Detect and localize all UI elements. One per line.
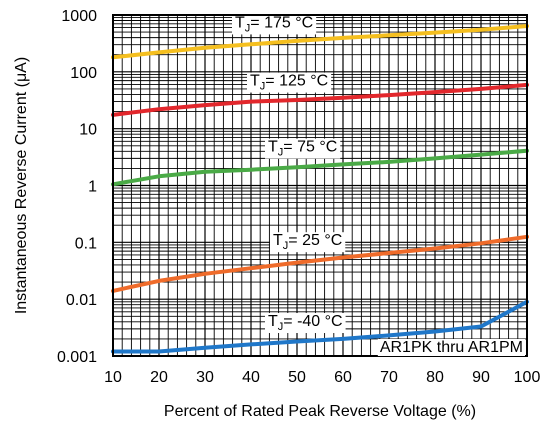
x-tick-label: 50 bbox=[288, 369, 306, 386]
series-label: TJ= 25 °C bbox=[270, 232, 346, 253]
y-tick-label: 10 bbox=[79, 122, 97, 139]
x-tick-label: 80 bbox=[426, 369, 444, 386]
y-tick-labels: 0.001 0.01 0.1 1 10 100 1000 bbox=[57, 8, 97, 366]
series-label-rest: = 25 °C bbox=[288, 232, 342, 249]
y-tick-label: 0.001 bbox=[57, 349, 97, 366]
series-label-subscript: J bbox=[260, 81, 266, 93]
series-label-background bbox=[265, 313, 346, 334]
x-tick-label: 100 bbox=[514, 369, 541, 386]
series-label-background bbox=[247, 72, 332, 93]
series-label-background bbox=[270, 232, 346, 253]
series-label-background bbox=[232, 14, 317, 35]
annotation-background bbox=[377, 339, 525, 356]
y-tick-label: 100 bbox=[70, 65, 97, 82]
x-tick-labels: 10 20 30 40 50 60 70 80 90 100 bbox=[104, 369, 540, 386]
series-label-main: T bbox=[235, 14, 245, 31]
x-axis-title: Percent of Rated Peak Reverse Voltage (%… bbox=[164, 403, 476, 420]
series-label-text: TJ= 75 °C bbox=[268, 139, 337, 159]
series-label: TJ= 125 °C bbox=[247, 72, 332, 93]
series-label: TJ= 75 °C bbox=[265, 138, 341, 159]
series-label-main: T bbox=[250, 73, 260, 90]
series-label-rest: = -40 °C bbox=[283, 313, 342, 330]
series-line bbox=[111, 148, 529, 187]
series-label: TJ= -40 °C bbox=[265, 313, 346, 334]
annotation-text: AR1PK thru AR1PM bbox=[380, 339, 523, 356]
series-label-subscript: J bbox=[278, 147, 284, 159]
x-tick-label: 90 bbox=[472, 369, 490, 386]
series-label-rest: = 175 °C bbox=[250, 14, 313, 31]
y-axis-title: Instantaneous Reverse Current (μA) bbox=[13, 57, 30, 314]
series-line bbox=[111, 82, 529, 117]
y-tick-label: 0.1 bbox=[75, 235, 97, 252]
y-tick-label: 1000 bbox=[61, 8, 97, 25]
series-label-main: T bbox=[273, 232, 283, 249]
part-number-annotation: AR1PK thru AR1PM bbox=[377, 339, 525, 356]
series-line bbox=[111, 234, 529, 293]
y-tick-label: 0.01 bbox=[66, 292, 97, 309]
series-label-text: TJ= 25 °C bbox=[273, 232, 342, 252]
series-label-text: TJ= -40 °C bbox=[268, 313, 343, 333]
y-tick-label: 1 bbox=[88, 179, 97, 196]
grid bbox=[112, 15, 528, 357]
series-label: TJ= 175 °C bbox=[232, 14, 317, 35]
plot-frame bbox=[112, 14, 528, 357]
series-label-rest: = 75 °C bbox=[283, 139, 337, 156]
series-line bbox=[111, 24, 529, 60]
series-labels: TJ= 175 °CTJ= 125 °CTJ= 75 °CTJ= 25 °CTJ… bbox=[232, 14, 346, 334]
series-lines bbox=[111, 24, 529, 354]
series-label-main: T bbox=[268, 313, 278, 330]
x-tick-label: 30 bbox=[196, 369, 214, 386]
x-tick-label: 70 bbox=[380, 369, 398, 386]
series-label-rest: = 125 °C bbox=[265, 73, 328, 90]
series-label-main: T bbox=[268, 139, 278, 156]
series-label-subscript: J bbox=[283, 240, 289, 252]
series-label-text: TJ= 175 °C bbox=[235, 14, 313, 34]
x-tick-label: 60 bbox=[334, 369, 352, 386]
x-tick-label: 40 bbox=[242, 369, 260, 386]
series-line bbox=[111, 299, 529, 354]
x-tick-label: 10 bbox=[104, 369, 122, 386]
x-tick-label: 20 bbox=[150, 369, 168, 386]
series-label-subscript: J bbox=[245, 22, 251, 34]
series-label-background bbox=[265, 138, 341, 159]
series-label-subscript: J bbox=[278, 321, 284, 333]
series-label-text: TJ= 125 °C bbox=[250, 73, 328, 93]
